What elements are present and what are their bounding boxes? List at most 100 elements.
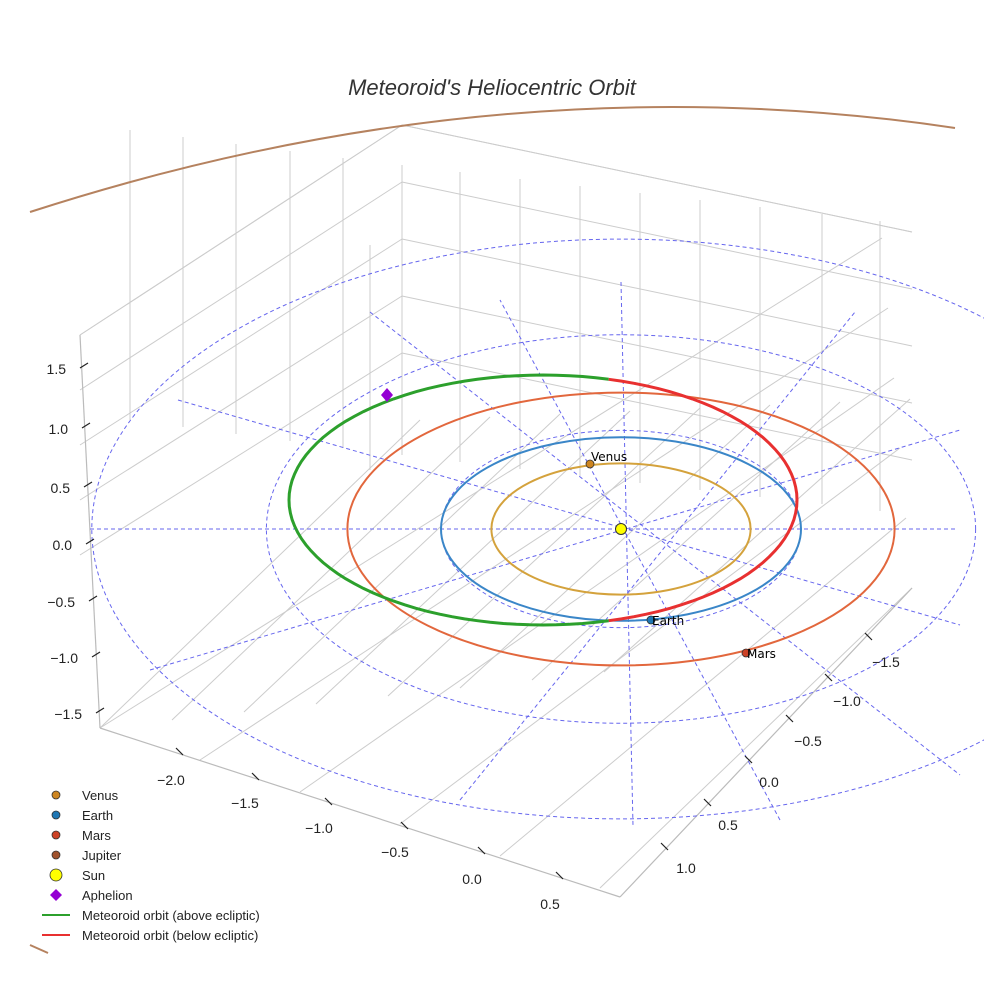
grid-line <box>99 419 421 729</box>
ecliptic-spoke <box>177 399 961 626</box>
grid-line <box>99 237 883 729</box>
legend-diamond-swatch <box>50 889 62 901</box>
legend-label: Meteoroid orbit (below ecliptic) <box>82 928 258 943</box>
z-tick-mark <box>88 595 98 602</box>
meteoroid-orbit-below-line <box>608 377 799 623</box>
legend-entry: Mars <box>51 828 111 843</box>
x-tick-mark <box>400 821 409 830</box>
y-tick-mark <box>785 714 794 723</box>
grid-lines <box>79 124 913 889</box>
legend-entry: Meteoroid orbit (above ecliptic) <box>42 908 260 923</box>
grid-line <box>531 401 841 681</box>
legend-entry: Meteoroid orbit (below ecliptic) <box>42 928 258 943</box>
grid-line <box>401 295 913 404</box>
x-tick-mark <box>175 747 184 756</box>
legend-entry: Earth <box>51 808 113 823</box>
ecliptic-ring <box>265 334 977 724</box>
x-tick-mark <box>324 797 333 806</box>
legend-entry: Aphelion <box>50 888 133 903</box>
z-tick-label: −1.5 <box>54 706 82 722</box>
x-tick-label: −0.5 <box>381 844 409 860</box>
legend-label: Venus <box>82 788 119 803</box>
z-tick-label: 0.5 <box>51 480 71 496</box>
y-tick-label: 0.0 <box>759 774 779 790</box>
sun-marker <box>615 523 627 535</box>
z-tick-mark <box>79 362 89 369</box>
ecliptic-ring <box>91 238 984 820</box>
legend-circle-swatch <box>51 850 61 860</box>
x-tick-label: 0.5 <box>540 896 560 912</box>
grid-line <box>499 517 907 857</box>
z-tick-mark <box>85 538 95 545</box>
grid-line <box>79 352 403 556</box>
ecliptic-spoke <box>499 299 781 821</box>
grid-line <box>401 238 913 347</box>
y-tick-label: 1.0 <box>676 860 696 876</box>
box-edge-bottom-front <box>99 727 621 898</box>
y-tick-label: −1.5 <box>872 654 900 670</box>
grid-line <box>387 407 701 697</box>
earth-label: Earth <box>652 614 684 628</box>
jupiter-orbit-line-lower <box>29 944 49 954</box>
legend-label: Earth <box>82 808 113 823</box>
legend-entry: Jupiter <box>51 848 122 863</box>
z-tick-mark <box>81 422 91 429</box>
x-tick-label: −1.0 <box>305 820 333 836</box>
mars-marker <box>741 648 751 658</box>
grid-line <box>199 307 889 761</box>
legend-entry: Venus <box>51 788 119 803</box>
y-tick-label: −1.0 <box>833 693 861 709</box>
y-axis-ticks: −1.5 −1.0 −0.5 0.0 0.5 1.0 <box>660 632 900 876</box>
y-tick-mark <box>744 755 753 764</box>
x-tick-label: −1.5 <box>231 795 259 811</box>
legend-circle-swatch <box>51 810 61 820</box>
z-tick-label: −1.0 <box>50 650 78 666</box>
x-tick-mark <box>477 846 486 855</box>
venus-label: Venus <box>591 450 627 464</box>
y-tick-mark <box>824 673 833 682</box>
x-tick-label: −2.0 <box>157 772 185 788</box>
ecliptic-spoke <box>149 429 961 671</box>
body-markers: Venus Earth Mars <box>381 388 776 661</box>
grid-line <box>79 181 403 391</box>
z-tick-mark <box>95 707 105 714</box>
ecliptic-spoke <box>369 311 961 776</box>
mars-orbit-line <box>346 391 896 667</box>
x-axis-ticks: −2.0 −1.5 −1.0 −0.5 0.0 0.5 <box>157 747 564 912</box>
y-tick-mark <box>703 798 712 807</box>
z-tick-label: 1.0 <box>49 421 69 437</box>
x-tick-mark <box>251 772 260 781</box>
grid-line <box>299 377 895 793</box>
chart-title: Meteoroid's Heliocentric Orbit <box>348 75 637 100</box>
legend-circle-swatch <box>49 868 63 882</box>
legend-label: Meteoroid orbit (above ecliptic) <box>82 908 260 923</box>
z-axis-ticks: 1.5 1.0 0.5 0.0 −0.5 −1.0 −1.5 <box>47 361 105 722</box>
venus-orbit-line <box>490 462 752 596</box>
grid-line <box>79 238 403 446</box>
grid-line <box>401 181 913 290</box>
earth-orbit-line <box>440 436 802 622</box>
box-edge-bottom-right <box>619 587 913 898</box>
z-tick-mark <box>83 481 93 488</box>
y-tick-label: 0.5 <box>718 817 738 833</box>
venus-marker <box>585 459 595 469</box>
z-tick-label: −0.5 <box>47 594 75 610</box>
legend-entry: Sun <box>49 868 105 883</box>
box-edge-left <box>79 334 101 729</box>
legend-circle-swatch <box>51 790 61 800</box>
legend-label: Aphelion <box>82 888 133 903</box>
x-tick-mark <box>555 871 564 880</box>
x-tick-label: 0.0 <box>462 871 482 887</box>
legend-label: Mars <box>82 828 111 843</box>
grid-line <box>603 398 911 673</box>
grid-line <box>599 587 913 889</box>
y-tick-label: −0.5 <box>794 733 822 749</box>
legend-label: Sun <box>82 868 105 883</box>
earth-marker <box>646 615 656 625</box>
grid-line <box>399 447 901 825</box>
grid-line <box>315 410 631 705</box>
planet-orbits <box>346 391 896 667</box>
meteoroid-orbit-above-line <box>287 373 609 627</box>
y-tick-mark <box>660 842 669 851</box>
